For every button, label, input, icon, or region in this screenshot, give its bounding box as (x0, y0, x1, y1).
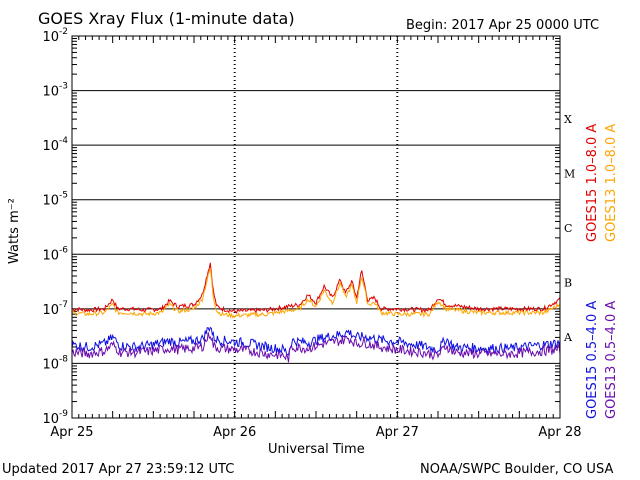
y-tick-label: 10-3 (42, 82, 68, 100)
legend-goes15-short: GOES15 0.5–4.0 A (585, 300, 600, 419)
x-tick-label: Apr 27 (376, 425, 419, 440)
x-tick-label: Apr 26 (213, 425, 256, 440)
series-line-3 (71, 332, 561, 363)
chart-title: GOES Xray Flux (1-minute data) (38, 9, 295, 28)
class-label-A: A (563, 331, 573, 344)
class-label-B: B (564, 277, 572, 290)
class-label-X: X (564, 113, 572, 126)
class-label-M: M (564, 167, 575, 180)
legend-goes13-long: GOES13 1.0–8.0 A (604, 123, 619, 242)
series-line-2 (71, 326, 561, 356)
y-tick-label: 10-7 (42, 300, 68, 318)
y-tick-label: 10-8 (42, 354, 68, 372)
y-tick-label: 10-2 (42, 27, 68, 45)
x-axis-label: Universal Time (268, 442, 365, 457)
series-line-1 (71, 268, 561, 319)
x-tick-label: Apr 25 (50, 425, 93, 440)
updated-timestamp: Updated 2017 Apr 27 23:59:12 UTC (2, 462, 235, 477)
y-tick-label: 10-5 (42, 191, 68, 209)
legend-goes13-short: GOES13 0.5–4.0 A (604, 300, 619, 419)
series-line-0 (71, 262, 561, 314)
y-tick-label: 10-6 (42, 245, 68, 263)
x-tick-label: Apr 28 (538, 425, 581, 440)
plot-frame (71, 35, 561, 419)
class-label-C: C (564, 222, 572, 235)
y-tick-label: 10-4 (42, 136, 68, 154)
begin-date: Begin: 2017 Apr 25 0000 UTC (406, 18, 600, 33)
legend-goes15-long: GOES15 1.0–8.0 A (585, 123, 600, 242)
y-axis-label: Watts m⁻² (7, 198, 22, 264)
credit-text: NOAA/SWPC Boulder, CO USA (420, 462, 614, 477)
